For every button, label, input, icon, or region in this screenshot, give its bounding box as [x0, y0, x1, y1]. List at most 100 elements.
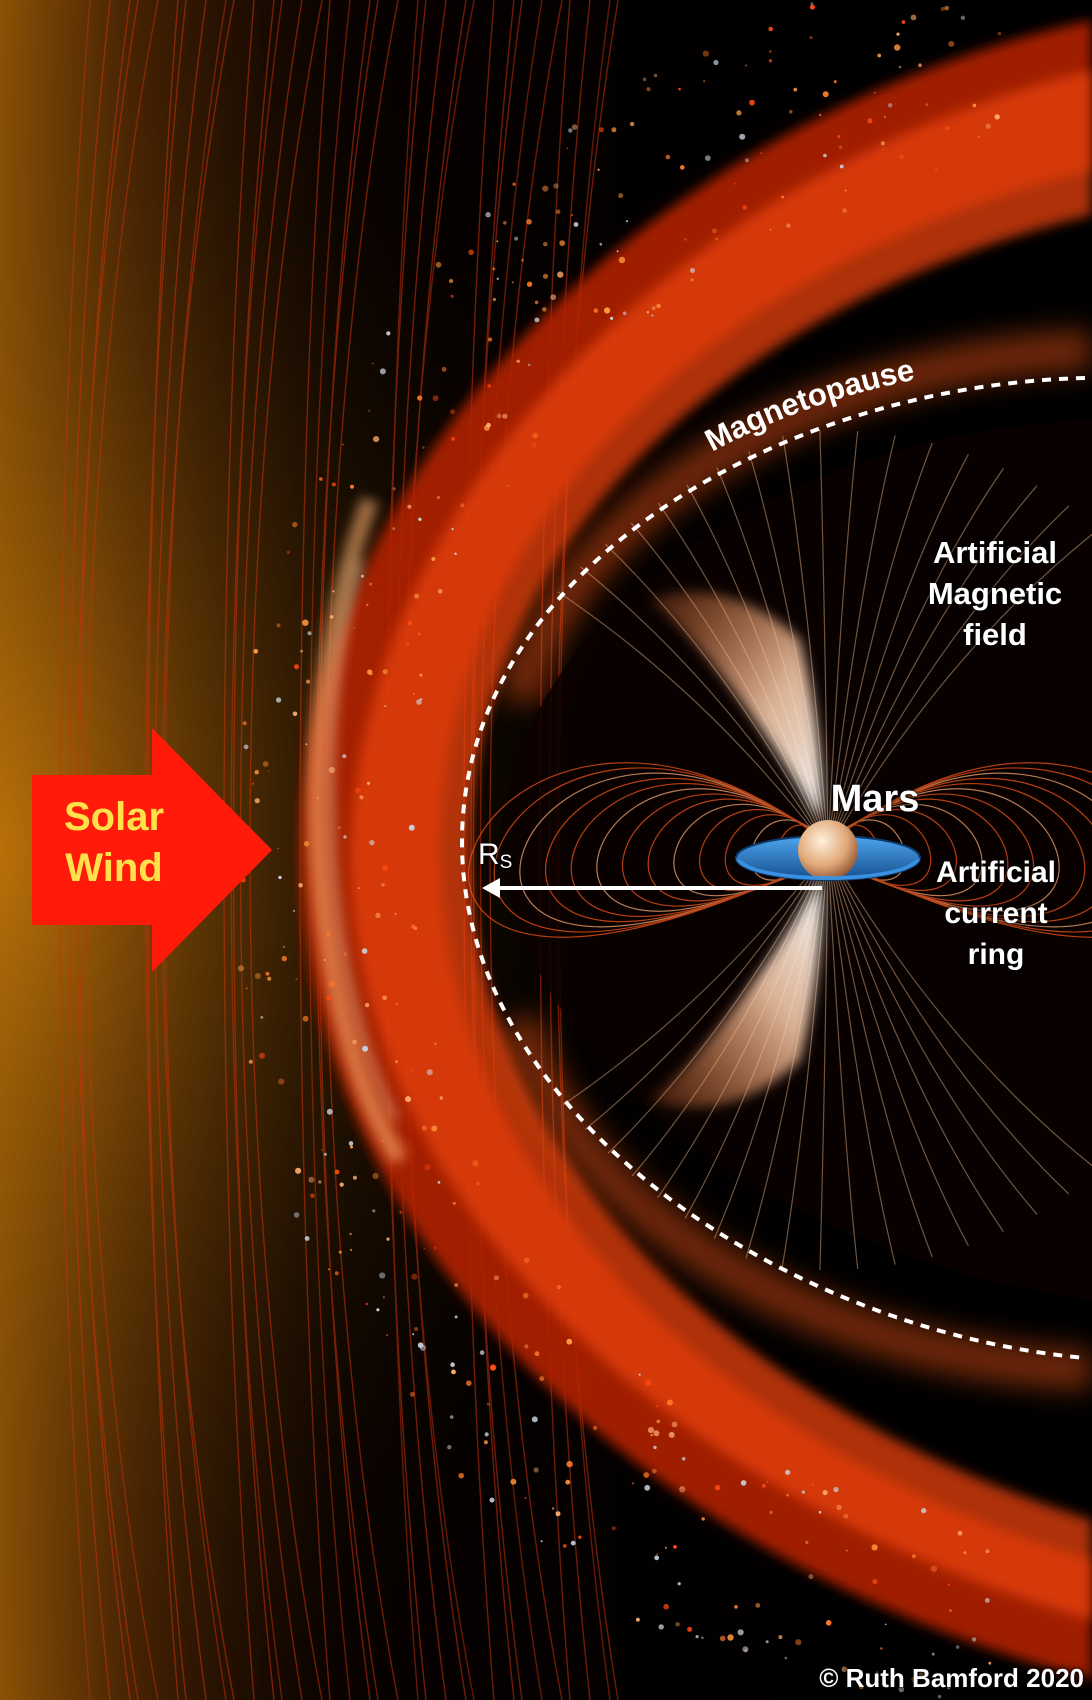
plasma-particle: [322, 744, 326, 749]
plasma-particle: [350, 1248, 353, 1251]
plasma-particle: [539, 1376, 545, 1382]
open-field-line: [819, 849, 829, 1270]
plasma-particle: [769, 228, 772, 231]
plasma-particle: [437, 1181, 441, 1184]
plasma-particle: [880, 141, 886, 146]
plasma-particle: [714, 1484, 721, 1491]
plasma-particle: [355, 787, 361, 794]
plasma-particle: [254, 769, 259, 775]
plasma-particle: [339, 1182, 344, 1187]
plasma-particle: [778, 1635, 783, 1640]
plasma-particle: [423, 1247, 426, 1250]
south-lobe: [650, 880, 822, 1108]
plasma-particle: [516, 359, 520, 363]
plasma-particle: [642, 77, 647, 82]
open-field-line: [781, 432, 829, 851]
plasma-particle: [647, 1427, 655, 1434]
plasma-particle: [703, 80, 705, 82]
plasma-particle: [645, 1379, 652, 1386]
plasma-particle: [368, 409, 371, 412]
plasma-particle: [357, 887, 360, 889]
plasma-particle: [342, 754, 347, 759]
wind-streak: [479, 0, 543, 1700]
plasma-particle: [935, 168, 938, 171]
plasma-particle: [961, 1551, 963, 1554]
plasma-particle: [785, 1469, 791, 1475]
plasma-particle: [565, 1479, 571, 1485]
plasma-particle: [795, 1639, 802, 1646]
plasma-particle: [833, 1486, 839, 1493]
plasma-particle: [492, 297, 496, 302]
field-label-line1: Artificial: [932, 535, 1058, 570]
plasma-particle: [715, 237, 719, 241]
plasma-particle: [940, 6, 945, 11]
plasma-particle: [945, 126, 950, 131]
plasma-particle: [302, 619, 309, 626]
plasma-particle: [251, 782, 255, 785]
plasma-particle: [944, 5, 950, 11]
plasma-particle: [960, 15, 966, 20]
plasma-particle: [599, 243, 603, 246]
plasma-particle: [414, 593, 420, 599]
plasma-particle: [675, 1622, 680, 1627]
plasma-particle: [679, 1486, 686, 1493]
open-field-line: [827, 849, 1038, 1215]
plasma-particle: [372, 1172, 379, 1180]
plasma-particle: [896, 32, 900, 36]
plasma-particle: [372, 362, 374, 365]
plasma-particle: [745, 64, 747, 67]
plasma-particle: [988, 1661, 992, 1665]
plasma-particle: [342, 443, 344, 446]
plasma-particle: [369, 582, 373, 586]
plasma-particle: [765, 1640, 769, 1644]
plasma-particle: [248, 1059, 253, 1064]
plasma-particle: [727, 1634, 734, 1641]
dipole-field-line: [544, 777, 829, 923]
plasma-particle: [921, 1508, 927, 1514]
plasma-particle: [768, 59, 773, 63]
plasma-particle: [825, 1620, 832, 1626]
plasma-particle: [534, 300, 539, 305]
dipole-field-line: [647, 798, 829, 902]
plasma-particle: [841, 1666, 848, 1673]
plasma-particle: [300, 649, 304, 653]
plasma-particle: [496, 413, 502, 419]
plasma-particle: [489, 1364, 497, 1371]
plasma-particle: [894, 44, 901, 51]
plasma-particle: [573, 222, 579, 227]
plasma-particle: [449, 279, 454, 283]
plasma-sheath: [300, 20, 1092, 1680]
plasma-particle: [948, 40, 955, 47]
plasma-particle: [873, 91, 876, 94]
plasma-particle: [592, 1425, 598, 1431]
plasma-particle: [486, 422, 491, 428]
plasma-particle: [784, 1656, 788, 1660]
plasma-particle: [673, 1545, 677, 1549]
plasma-particle: [334, 1169, 340, 1175]
open-field-line: [827, 505, 1070, 851]
plasma-particle: [382, 1296, 385, 1299]
plasma-particle: [760, 152, 762, 155]
plasma-particle: [412, 1333, 415, 1336]
plasma-particle: [937, 1694, 942, 1699]
plasma-particle: [930, 1565, 938, 1572]
plasma-particle: [947, 1583, 950, 1586]
plasma-particle: [858, 1683, 865, 1690]
plasma-particle: [366, 603, 369, 607]
plasma-particle: [786, 223, 791, 228]
open-field-line: [827, 849, 969, 1247]
plasma-particle: [711, 228, 718, 234]
plasma-particle: [618, 193, 624, 199]
plasma-particle: [432, 395, 439, 402]
dipole-field-line: [827, 772, 1092, 928]
plasma-particle: [292, 909, 296, 913]
plasma-particle: [532, 432, 538, 439]
dipole-field-line: [493, 767, 829, 933]
plasma-particle: [877, 53, 882, 58]
plasma-particle: [382, 669, 388, 675]
plasma-particle: [819, 113, 822, 117]
plasma-particle: [316, 797, 319, 799]
open-field-line: [827, 849, 896, 1265]
dipole-field-line: [827, 788, 1060, 912]
